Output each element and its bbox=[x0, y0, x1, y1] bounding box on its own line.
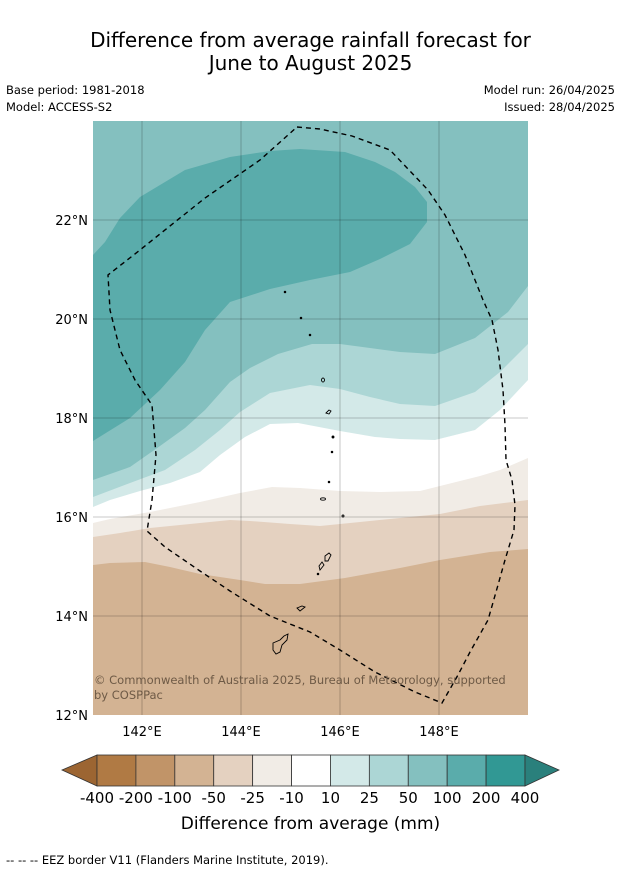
colorbar-cell bbox=[252, 754, 292, 787]
title-line-1: Difference from average rainfall forecas… bbox=[90, 28, 531, 52]
colorbar-tick-label: 400 bbox=[510, 789, 540, 807]
colorbar-cell bbox=[407, 754, 448, 787]
pagan-island bbox=[325, 409, 332, 415]
meta-left: Base period: 1981-2018 Model: ACCESS-S2 bbox=[6, 82, 145, 116]
saipan-island bbox=[324, 552, 332, 562]
lon-label: 144°E bbox=[221, 725, 261, 740]
map-title: Difference from average rainfall forecas… bbox=[0, 29, 621, 75]
lat-label: 14°N bbox=[55, 610, 88, 625]
rota-island bbox=[296, 605, 306, 612]
base-period: Base period: 1981-2018 bbox=[6, 83, 145, 97]
model-name: Model: ACCESS-S2 bbox=[6, 100, 113, 114]
lon-label: 146°E bbox=[320, 725, 360, 740]
colorbar-tick-label: 25 bbox=[359, 789, 379, 807]
colorbar-tick-label: -400 bbox=[79, 789, 115, 807]
title-line-2: June to August 2025 bbox=[208, 51, 413, 75]
colorbar-tick-label: 50 bbox=[398, 789, 418, 807]
colorbar-cell bbox=[330, 754, 370, 787]
farallon-de-pajaros-island bbox=[283, 290, 287, 294]
lon-label: 142°E bbox=[122, 725, 162, 740]
colorbar-tick-label: -200 bbox=[118, 789, 153, 807]
sarigan-island bbox=[327, 480, 331, 484]
colorbar-cell bbox=[485, 754, 526, 787]
eez-border bbox=[107, 126, 516, 704]
colorbar-high-extension bbox=[524, 754, 560, 787]
meta-right: Model run: 26/04/2025 Issued: 28/04/2025 bbox=[484, 82, 615, 116]
colorbar-tick-label: -100 bbox=[157, 789, 192, 807]
asuncion-island bbox=[308, 333, 312, 337]
guam-island bbox=[272, 633, 289, 655]
colorbar-low-extension bbox=[61, 754, 98, 787]
lat-label: 20°N bbox=[55, 313, 88, 328]
map-area: © Commonwealth of Australia 2025, Bureau… bbox=[93, 121, 528, 715]
colorbar-cells bbox=[96, 754, 526, 787]
maug-islands bbox=[299, 316, 303, 320]
aguijan-island bbox=[316, 572, 320, 576]
eez-footnote: -- -- -- EEZ border V11 (Flanders Marine… bbox=[6, 853, 329, 867]
alamagan-island bbox=[331, 435, 335, 439]
copyright-notice: © Commonwealth of Australia 2025, Bureau… bbox=[94, 673, 506, 687]
agrihan-island bbox=[321, 377, 325, 383]
colorbar-cell bbox=[213, 754, 254, 787]
colorbar-cell bbox=[291, 754, 331, 787]
lat-label: 16°N bbox=[55, 511, 88, 526]
copyright-notice-cont: by COSPPac bbox=[94, 688, 163, 702]
anatahan-island bbox=[320, 497, 326, 501]
islands bbox=[272, 290, 345, 655]
lat-label: 12°N bbox=[55, 709, 88, 724]
colorbar-title: Difference from average (mm) bbox=[180, 814, 441, 834]
graticule bbox=[93, 121, 528, 715]
lon-label: 148°E bbox=[419, 725, 459, 740]
guguan-island bbox=[330, 450, 334, 454]
model-run-date: Model run: 26/04/2025 bbox=[483, 83, 615, 97]
colorbar-cell bbox=[174, 754, 215, 787]
colorbar-tick-label: -50 bbox=[201, 789, 226, 807]
colorbar-tick-label: 100 bbox=[432, 789, 462, 807]
colorbar-cell bbox=[368, 754, 409, 787]
colorbar-tick-label: -25 bbox=[240, 789, 265, 807]
colorbar-tick-label: 200 bbox=[471, 789, 501, 807]
colorbar-tick-label: 10 bbox=[320, 789, 340, 807]
band-100-200 bbox=[93, 149, 427, 441]
lon-axis: 142°E 144°E 146°E 148°E bbox=[122, 725, 459, 740]
lat-label: 22°N bbox=[55, 214, 88, 229]
colorbar-cell bbox=[446, 754, 487, 787]
tinian-island bbox=[318, 561, 325, 571]
colorbar-tick-label: -10 bbox=[279, 789, 304, 807]
lat-label: 18°N bbox=[55, 412, 88, 427]
colorbar bbox=[61, 754, 560, 787]
farallon-de-medinilla-island bbox=[341, 514, 345, 518]
colorbar-cell bbox=[96, 754, 137, 787]
lat-axis: 22°N 20°N 18°N 16°N 14°N 12°N bbox=[55, 214, 88, 724]
colorbar-cell bbox=[135, 754, 176, 787]
issued-date: Issued: 28/04/2025 bbox=[504, 100, 615, 114]
